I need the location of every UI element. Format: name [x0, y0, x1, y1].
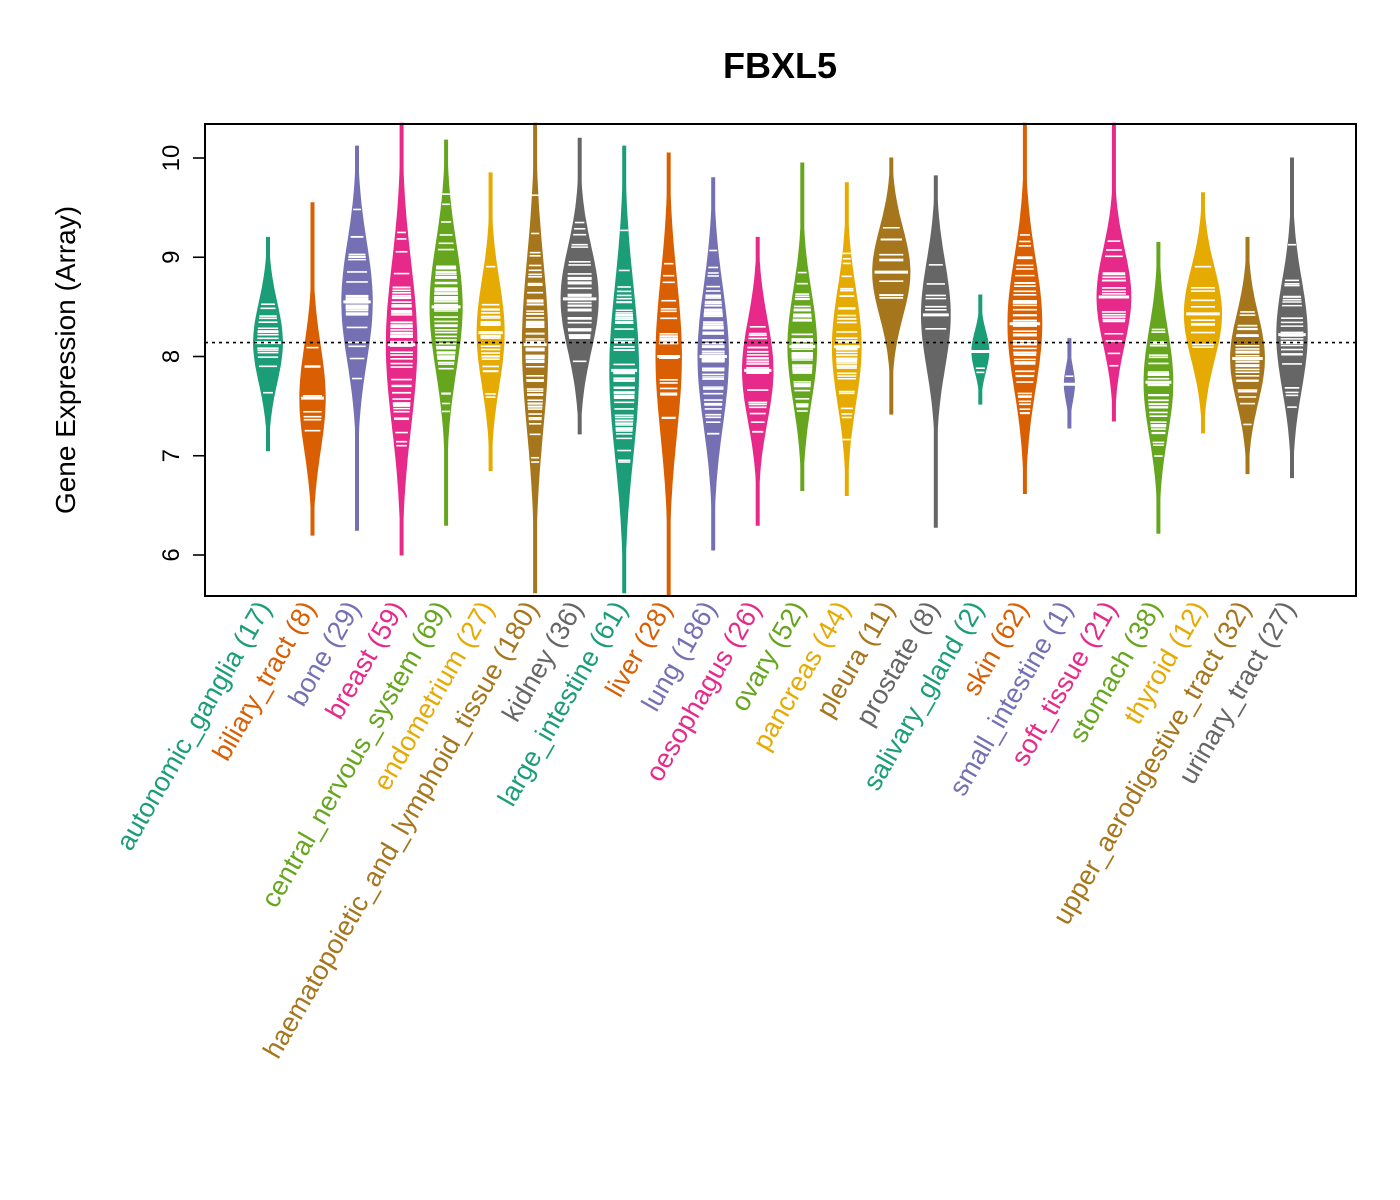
y-tick-label: 10 [158, 145, 185, 172]
bean-pancreas [831, 182, 862, 496]
bean-stomach [1143, 241, 1174, 534]
y-tick-label: 8 [158, 350, 185, 363]
chart-title: FBXL5 [723, 45, 837, 86]
bean-biliary_tract [299, 202, 326, 536]
bean-density [831, 182, 862, 496]
bean-kidney [560, 137, 599, 435]
x-axis-labels: autonomic_ganglia (17)biliary_tract (8)b… [110, 596, 1301, 1063]
bean-density [787, 162, 818, 491]
bean-density [341, 145, 373, 531]
bean-ovary [787, 162, 818, 491]
bean-density [1096, 122, 1132, 422]
bean-endometrium [476, 172, 505, 472]
bean-upper_aerodigestive_tract [1230, 236, 1265, 475]
bean-density [921, 175, 951, 528]
beans-layer [253, 122, 1308, 596]
bean-autonomic_ganglia [253, 236, 283, 452]
y-tick-label: 7 [158, 449, 185, 462]
bean-bone [341, 145, 373, 531]
bean-soft_tissue [1096, 122, 1132, 422]
bean-density [697, 177, 729, 551]
plot-frame [204, 123, 1357, 597]
bean-salivary_gland [970, 294, 991, 405]
bean-density [1143, 241, 1174, 534]
bean-density [742, 236, 774, 526]
bean-density [560, 137, 599, 435]
bean-liver [655, 152, 682, 596]
y-tick-label: 6 [158, 548, 185, 561]
bean-density [299, 202, 326, 536]
bean-large_intestine [609, 145, 640, 594]
bean-skin [1007, 122, 1043, 494]
bean-haematopoietic_and_lymphoid_tissue [521, 122, 549, 594]
bean-density [872, 157, 911, 415]
bean-breast [385, 122, 418, 556]
y-axis: 6 7 8 9 10 [158, 145, 206, 562]
y-axis-label: Gene Expression (Array) [50, 206, 81, 514]
bean-pleura [872, 157, 911, 415]
bean-urinary_tract [1276, 157, 1308, 479]
bean-central_nervous_system [429, 139, 463, 526]
bean-prostate [921, 175, 951, 528]
bean-density [655, 152, 682, 596]
y-tick-label: 9 [158, 251, 185, 264]
bean-density [385, 122, 418, 556]
bean-small_intestine [1059, 338, 1080, 429]
bean-density [971, 294, 990, 405]
bean-density [1007, 122, 1043, 494]
bean-lung [697, 177, 729, 551]
bean-oesophagus [742, 236, 774, 526]
bean-thyroid [1183, 192, 1223, 434]
